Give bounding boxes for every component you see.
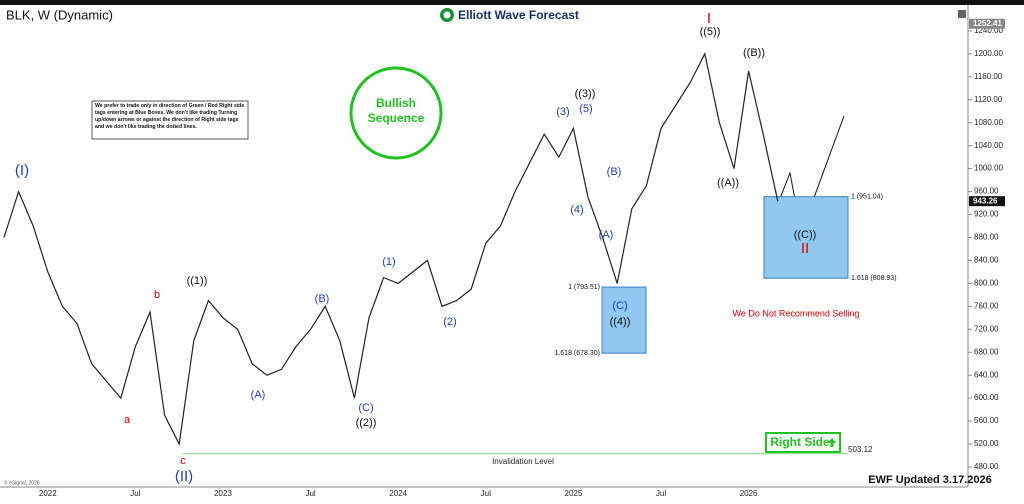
wave-label: c	[180, 455, 186, 467]
y-tick-label: 880.00	[974, 233, 999, 242]
y-tick-label: 520.00	[974, 439, 999, 448]
copyright: © eSignal, 2026	[4, 479, 40, 486]
right-side-box	[765, 432, 841, 453]
x-tick-label: 2022	[39, 489, 57, 498]
wave-label: ((A))	[717, 177, 739, 189]
x-tick-label: 2026	[740, 489, 758, 498]
blue-box	[763, 196, 849, 279]
y-tick-label: 640.00	[974, 370, 999, 379]
y-tick-label: 1160.00	[974, 72, 1003, 81]
y-tick-label: 1000.00	[974, 164, 1003, 173]
fib-label: 1 (793.51)	[568, 284, 600, 291]
price-tag-label: 1252.41	[973, 19, 1002, 28]
wave-label: ((1))	[187, 275, 208, 287]
y-tick-label: 840.00	[974, 256, 999, 265]
wave-label: (C)	[612, 300, 627, 312]
wave-label: (1)	[382, 256, 395, 268]
brand: Elliott Wave Forecast	[458, 8, 579, 22]
y-tick-label: 680.00	[974, 347, 999, 356]
invalidation-label: Invalidation Level	[492, 457, 554, 466]
wave-label: ((2))	[356, 417, 377, 429]
wave-label: (3)	[556, 106, 569, 118]
chart-title: BLK, W (Dynamic)	[6, 7, 113, 22]
price-tag	[969, 196, 1005, 207]
wave-label: (C)	[358, 402, 373, 414]
invalidation-value: 503.12	[848, 445, 873, 454]
wave-label: (5)	[579, 103, 592, 115]
logo-icon-inner	[443, 11, 451, 19]
disclaimer-box	[91, 100, 249, 140]
y-tick-label: 800.00	[974, 278, 999, 287]
y-tick-label: 720.00	[974, 324, 999, 333]
y-tick-label: 960.00	[974, 187, 999, 196]
fib-label: 1 (951.04)	[851, 194, 883, 201]
x-tick-label: Jul	[305, 489, 315, 498]
wave-label: (II)	[175, 468, 193, 485]
bullish-note: Bullish Sequence	[367, 96, 425, 125]
y-tick-label: 560.00	[974, 416, 999, 425]
x-tick-label: Jul	[481, 489, 491, 498]
corner-icon	[958, 10, 966, 18]
y-tick-label: 1080.00	[974, 118, 1003, 127]
x-tick-label: Jul	[130, 489, 140, 498]
disclaimer: We prefer to trade only in direction of …	[95, 103, 245, 130]
y-tick-label: 480.00	[974, 462, 999, 471]
top-bar	[0, 0, 1024, 5]
x-tick-label: 2024	[389, 489, 407, 498]
bullish-circle	[349, 66, 443, 160]
price-line	[3, 52, 779, 446]
y-tick-label: 1040.00	[974, 141, 1003, 150]
wave-label: b	[154, 289, 160, 301]
x-tick-label: Jul	[656, 489, 666, 498]
updated-note: EWF Updated 3.17.2026	[868, 474, 992, 486]
right-side-label: Right Side	[770, 435, 830, 449]
wave-label: a	[124, 414, 131, 426]
y-tick-label: 1200.00	[974, 49, 1003, 58]
price-tag	[969, 18, 1005, 29]
wave-label: ((B))	[743, 47, 765, 59]
wave-label: I	[707, 10, 711, 27]
wave-label: ((4))	[610, 316, 631, 328]
y-tick-label: 920.00	[974, 210, 999, 219]
wave-label: (B)	[315, 293, 330, 305]
wave-label: (4)	[570, 204, 583, 216]
right-side-arrow	[828, 438, 836, 447]
y-tick-label: 1240.00	[974, 26, 1003, 35]
wave-label: (A)	[251, 389, 266, 401]
blue-box	[601, 286, 647, 354]
wave-label: ((3))	[575, 88, 596, 100]
fib-label: 1.618 (808.93)	[851, 275, 897, 282]
price-tag-label: 943.26	[973, 196, 998, 205]
wave-label: ((C))	[794, 229, 817, 241]
x-tick-label: 2025	[565, 489, 583, 498]
selling-note: We Do Not Recommend Selling	[733, 308, 860, 318]
wave-label: II	[801, 240, 809, 257]
fib-label: 1.618 (678.30)	[554, 350, 600, 357]
wave-label: ((5))	[700, 26, 721, 38]
x-tick-label: 2023	[214, 489, 232, 498]
wave-label: (2)	[443, 316, 456, 328]
y-tick-label: 760.00	[974, 301, 999, 310]
wave-label: (A)	[599, 229, 614, 241]
y-tick-label: 600.00	[974, 393, 999, 402]
wave-label: (B)	[607, 166, 622, 178]
wave-label: (I)	[15, 162, 29, 179]
y-tick-label: 1120.00	[974, 95, 1003, 104]
